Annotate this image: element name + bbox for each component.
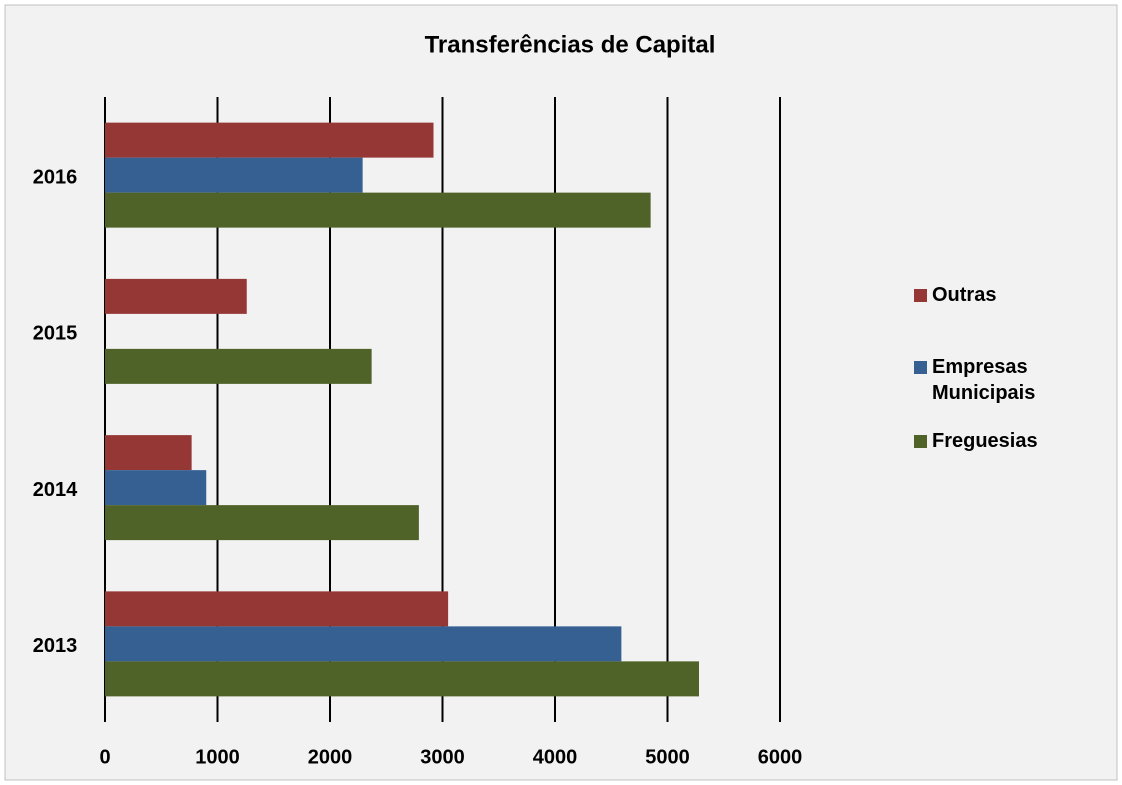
bar [105,122,434,158]
legend-swatch [914,435,927,448]
bar [105,626,622,662]
y-tick-label: 2013 [33,635,78,657]
bar [105,435,192,471]
bar [105,278,247,314]
bar [105,505,419,541]
legend-item: Empresas Municipais [914,354,1074,406]
bar [105,661,699,697]
legend-label: Empresas Municipais [932,356,1036,404]
x-tick-label: 6000 [758,746,803,768]
legend-item: Freguesias [914,428,1074,454]
legend-swatch [914,361,927,374]
bar [105,348,372,384]
y-tick-label: 2016 [33,166,78,188]
legend-label: Outras [932,284,997,306]
y-tick-label: 2015 [33,323,78,345]
x-tick-label: 3000 [420,746,465,768]
x-tick-label: 4000 [533,746,578,768]
bar [105,591,449,627]
y-tick-label: 2014 [33,479,78,501]
x-tick-label: 2000 [308,746,353,768]
legend-label: Freguesias [932,430,1038,452]
bar [105,470,207,506]
chart-title: Transferências de Capital [425,31,716,58]
legend-swatch [914,289,927,302]
legend-item: Outras [914,282,1074,308]
x-tick-label: 5000 [645,746,690,768]
bar [105,157,363,193]
x-tick-label: 1000 [195,746,240,768]
x-tick-label: 0 [99,746,110,768]
bar [105,192,651,228]
